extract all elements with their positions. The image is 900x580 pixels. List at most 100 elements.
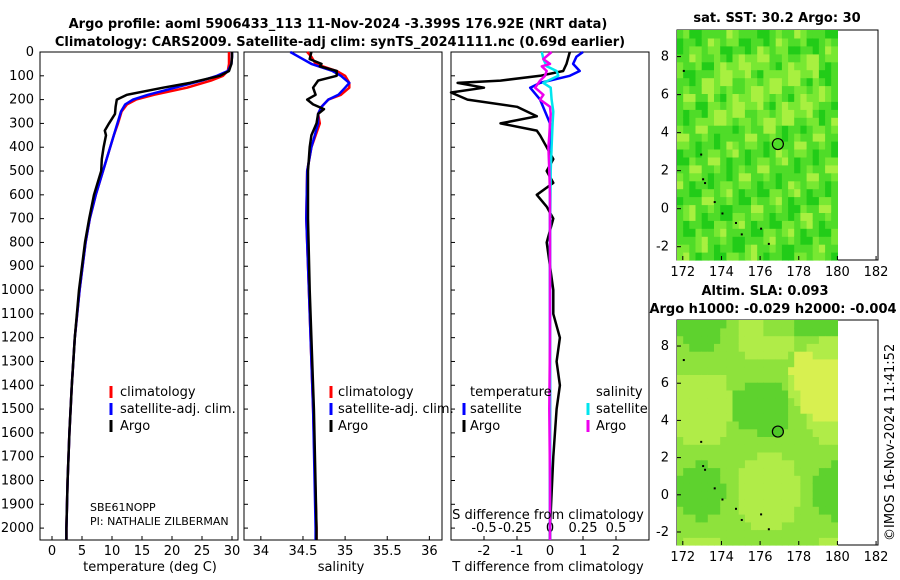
map-cell [744, 133, 752, 142]
map-cell [732, 85, 740, 94]
map-cell [806, 133, 814, 142]
map-cell [831, 164, 838, 174]
map-cell [738, 506, 746, 515]
map-cell [732, 149, 740, 158]
map-cell [763, 220, 771, 229]
map-cell [744, 149, 752, 158]
map-cell [825, 475, 832, 484]
map-cell [726, 37, 734, 47]
map-cell [775, 77, 783, 87]
map-cell [794, 444, 801, 453]
map-cell [714, 180, 721, 190]
map-cell [775, 436, 783, 445]
legend-satellite-label: satellite-adj. clim. [120, 402, 236, 417]
map-cell [763, 180, 771, 190]
map-cell [775, 521, 783, 531]
map-cell [677, 366, 684, 375]
map-cell [788, 125, 795, 134]
map-cell [732, 444, 740, 453]
map-cell [788, 30, 795, 39]
map-cell [732, 521, 740, 531]
map-cell [738, 180, 746, 190]
map-cell [806, 405, 814, 414]
map-cell [689, 101, 697, 110]
map-cell [763, 498, 771, 507]
map-cell [720, 196, 727, 206]
map-x-tick-label: 172 [670, 550, 695, 565]
map-cell [812, 436, 820, 445]
map-cell [695, 180, 703, 190]
map-cell [825, 490, 832, 500]
map-cell [788, 420, 795, 430]
map-cell [714, 490, 721, 500]
map-cell [701, 521, 709, 531]
map-cell [677, 482, 684, 492]
map-cell [788, 451, 795, 461]
map-cell [707, 389, 715, 399]
map-cell [806, 236, 814, 245]
map-cell [707, 196, 715, 206]
map-cell [720, 420, 727, 430]
map-cell [806, 188, 814, 198]
map-cell [800, 451, 808, 461]
map-cell [781, 164, 789, 174]
map-cell [800, 529, 808, 538]
map-cell [751, 514, 758, 523]
map-cell [794, 459, 801, 469]
map-cell [701, 220, 709, 229]
map-cell [763, 521, 771, 531]
x-tick-label: 30 [224, 544, 241, 559]
map-cell [763, 30, 771, 39]
map-cell [720, 405, 727, 414]
map-cell [701, 428, 709, 437]
map-cell [726, 156, 734, 166]
map-cell [794, 236, 801, 245]
map-cell [720, 141, 727, 150]
map-cell [818, 444, 826, 453]
map-cell [707, 374, 715, 383]
map-cell [683, 212, 690, 221]
map-cell [818, 30, 826, 39]
map-cell [683, 141, 690, 150]
map-cell [683, 382, 690, 391]
map-cell [769, 529, 777, 538]
title-line2: Climatology: CARS2009. Satellite-adj cli… [55, 35, 625, 50]
map-cell [812, 61, 820, 71]
map-cell [677, 117, 684, 126]
map-cell [757, 133, 764, 142]
map-cell [769, 61, 777, 71]
map-cell [707, 490, 715, 500]
map-cell [695, 420, 703, 430]
map-cell [732, 37, 740, 47]
map-cell [732, 93, 740, 102]
map-cell [812, 37, 820, 47]
map-cell [775, 149, 783, 158]
map-cell [738, 490, 746, 500]
map-cell [751, 351, 758, 360]
map-cell [732, 69, 740, 79]
map-cell [714, 30, 721, 39]
map-cell [769, 156, 777, 166]
map-cell [781, 374, 789, 383]
map-x-tick-label: 176 [748, 265, 773, 280]
map-cell [831, 133, 838, 142]
map-cell [695, 77, 703, 87]
map-cell [812, 467, 820, 476]
map-cell [744, 482, 752, 492]
map-cell [738, 514, 746, 523]
map-cell [689, 382, 697, 391]
map-cell [769, 117, 777, 126]
map-cell [788, 506, 795, 515]
map-cell [812, 109, 820, 118]
map-cell [707, 420, 715, 430]
map-cell [788, 164, 795, 174]
map-cell [683, 366, 690, 375]
map-cell [720, 351, 727, 360]
map-cell [818, 93, 826, 102]
map-cell [714, 521, 721, 531]
map-cell [751, 444, 758, 453]
map-cell [831, 101, 838, 110]
map-cell [763, 117, 771, 126]
map-cell [695, 141, 703, 150]
map-cell [775, 236, 783, 245]
